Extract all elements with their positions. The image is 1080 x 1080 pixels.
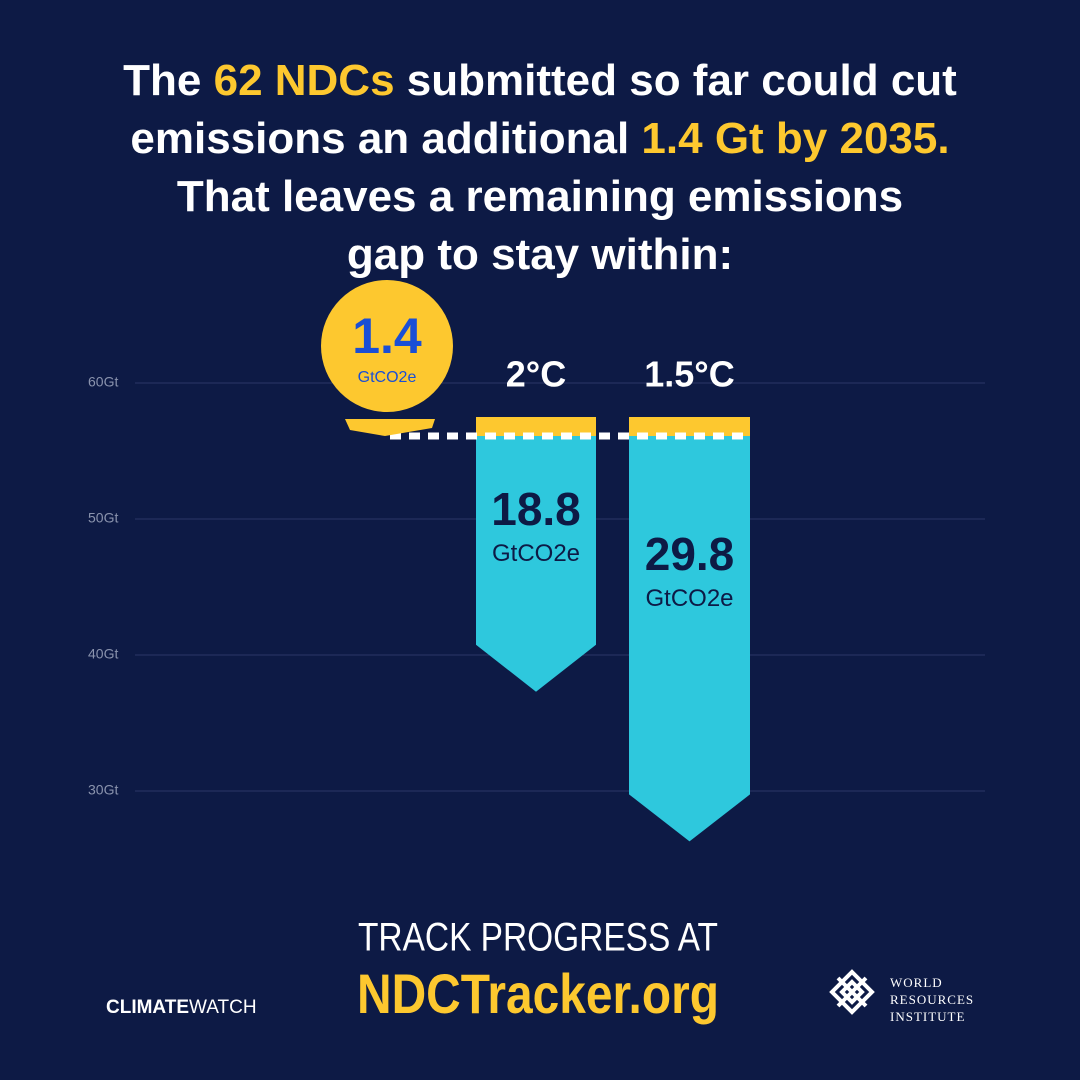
category-label: 2°C <box>506 354 566 395</box>
title-line: The 62 NDCs submitted so far could cut <box>0 52 1080 110</box>
title-segment: gap to stay within: <box>346 230 734 279</box>
unit-label: GtCO2e <box>492 540 580 567</box>
y-tick-label: 30Gt <box>88 782 118 798</box>
climate-watch-logo: CLIMATEWATCH <box>106 997 257 1018</box>
title-segment: 62 NDCs <box>213 56 395 105</box>
footer-line2: NDCTracker.org <box>357 962 719 1025</box>
badge <box>321 280 453 412</box>
unit-label: GtCO2e <box>645 585 733 612</box>
badge-value: 1.4 <box>352 308 422 364</box>
gap-arrow <box>476 436 596 692</box>
wri-logo-text: WORLD <box>890 975 943 990</box>
title-segment: 1.4 Gt by 2035. <box>641 114 950 163</box>
wri-logo-text: RESOURCES <box>890 992 974 1007</box>
reduction-strip <box>476 417 596 437</box>
wri-logo-text: INSTITUTE <box>890 1009 965 1024</box>
title: The 62 NDCs submitted so far could cut em… <box>0 52 1080 284</box>
title-segment: The <box>123 56 214 105</box>
title-line: emissions an additional 1.4 Gt by 2035. <box>0 110 1080 168</box>
category-label: 1.5°C <box>644 354 734 395</box>
gap-arrow <box>629 436 750 842</box>
title-segment: That leaves a remaining emissions <box>176 172 904 221</box>
y-tick-label: 60Gt <box>88 374 118 390</box>
title-segment: emissions an additional <box>130 114 642 163</box>
value-label: 18.8 <box>491 483 581 535</box>
title-segment: submitted so far could cut <box>394 56 957 105</box>
y-tick-label: 40Gt <box>88 646 118 662</box>
logo-part: CLIMATE <box>106 997 189 1018</box>
reduction-strip <box>629 417 750 437</box>
title-line: gap to stay within: <box>0 226 1080 284</box>
badge-unit: GtCO2e <box>358 369 417 386</box>
value-label: 29.8 <box>645 528 735 580</box>
title-line: That leaves a remaining emissions <box>0 168 1080 226</box>
logo-part: WATCH <box>189 997 257 1018</box>
wri-icon <box>829 969 875 1015</box>
badge-pointer <box>345 419 435 436</box>
footer-line1: TRACK PROGRESS AT <box>358 916 718 960</box>
y-tick-label: 50Gt <box>88 510 118 526</box>
